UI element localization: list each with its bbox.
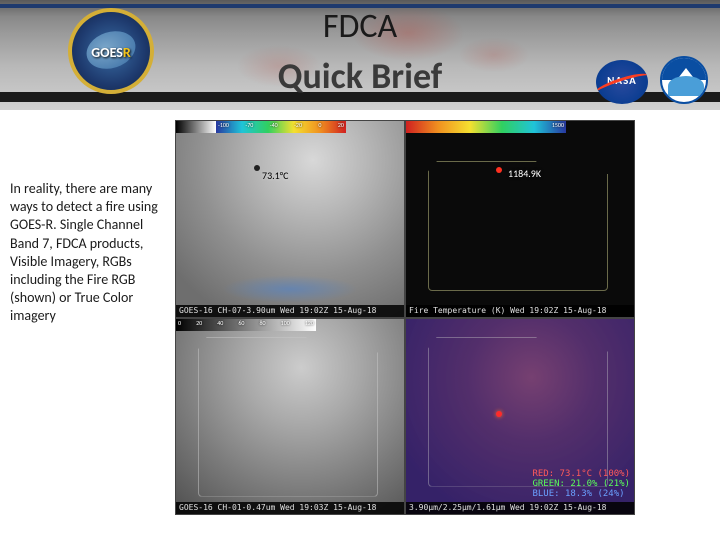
colorbar-gray-icon <box>176 121 216 133</box>
slide-header: GOESR FDCA Quick Brief NASA <box>0 0 720 110</box>
hotspot-annotation: 73.1°C <box>262 169 288 182</box>
hotspot-marker-icon <box>254 165 260 171</box>
noaa-gull-icon <box>672 68 700 86</box>
fire-temp-annotation: 1184.9K <box>508 167 541 180</box>
nasa-logo-icon: NASA <box>596 60 648 104</box>
fire-temperature-panel: 1500 1184.9K Fire Temperature (K) Wed 19… <box>405 120 635 318</box>
fire-rgb-panel: RED: 73.1°C (100%) GREEN: 21.0% (21%) BL… <box>405 318 635 516</box>
colorbar-thermal-icon: -100 -70 -40 -20 0 20 <box>216 121 346 133</box>
panel-caption: Fire Temperature (K) Wed 19:02Z 15-Aug-1… <box>406 305 634 317</box>
imagery-quad: -100 -70 -40 -20 0 20 73.1°C GOES-16 CH-… <box>175 120 635 515</box>
panel-caption: GOES-16 CH-01-0.47um Wed 19:03Z 15-Aug-1… <box>176 502 404 514</box>
slide-title-line1: FDCA <box>0 6 720 47</box>
state-boundary-icon <box>428 337 608 487</box>
slide-content: In reality, there are many ways to detec… <box>0 120 720 540</box>
colorbar-ticks: 1500 <box>406 121 566 133</box>
fire-pixel-icon <box>496 167 502 173</box>
panel-caption: GOES-16 CH-07-3.90um Wed 19:02Z 15-Aug-1… <box>176 305 404 317</box>
rgb-blue-line: BLUE: 18.3% (24%) <box>532 490 630 500</box>
explanatory-text: In reality, there are many ways to detec… <box>0 120 175 540</box>
fire-pixel-icon <box>496 411 502 417</box>
colorbar-gray-icon: 0 20 40 60 80 100 120 <box>176 319 316 331</box>
state-boundary-icon <box>198 337 378 497</box>
noaa-logo-icon <box>660 56 708 104</box>
rgb-readout: RED: 73.1°C (100%) GREEN: 21.0% (21%) BL… <box>532 470 630 500</box>
nasa-label: NASA <box>596 74 648 87</box>
panel-caption: 3.90μm/2.25μm/1.61μm Wed 19:02Z 15-Aug-1… <box>406 502 634 514</box>
band7-panel: -100 -70 -40 -20 0 20 73.1°C GOES-16 CH-… <box>175 120 405 318</box>
colorbar-firetemp-icon: 1500 <box>406 121 566 133</box>
state-boundary-icon <box>428 161 608 291</box>
visible-panel: 0 20 40 60 80 100 120 GOES-16 CH-01-0.47… <box>175 318 405 516</box>
colorbar-ticks: 0 20 40 60 80 100 120 <box>176 319 316 331</box>
colorbar-ticks: -100 -70 -40 -20 0 20 <box>216 121 346 133</box>
